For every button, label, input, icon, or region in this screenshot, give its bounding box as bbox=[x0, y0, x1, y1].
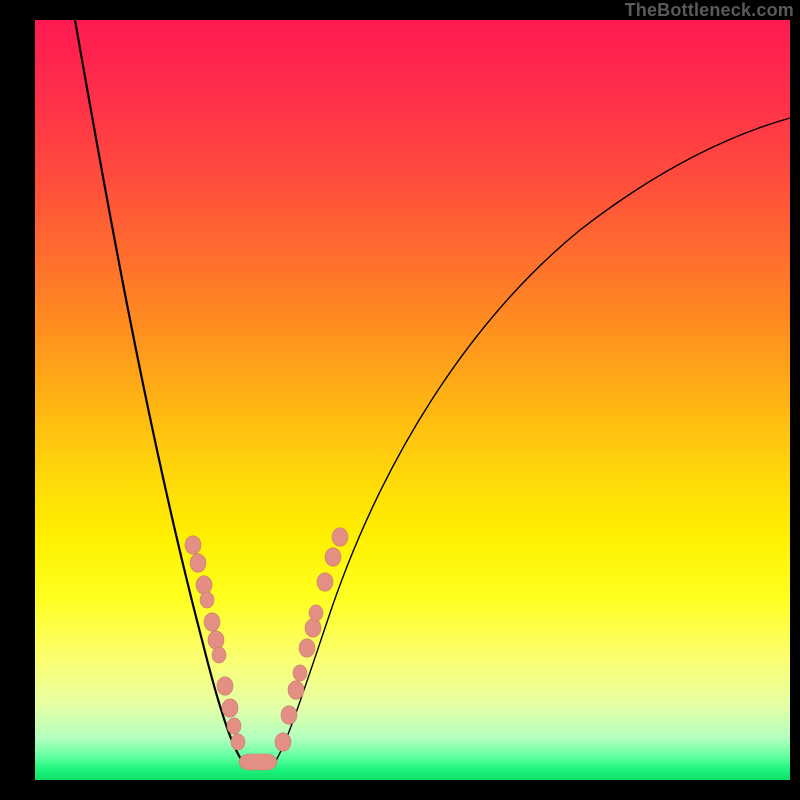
marker-dot bbox=[212, 647, 226, 663]
marker-dot bbox=[305, 619, 321, 637]
marker-pill bbox=[239, 754, 277, 770]
marker-group bbox=[185, 528, 348, 770]
marker-dot bbox=[196, 576, 212, 594]
marker-dot bbox=[275, 733, 291, 751]
marker-dot bbox=[200, 592, 214, 608]
marker-dot bbox=[281, 706, 297, 724]
curve-right bbox=[275, 118, 790, 762]
marker-dot bbox=[288, 681, 304, 699]
marker-dot bbox=[231, 734, 245, 750]
watermark: TheBottleneck.com bbox=[625, 0, 794, 21]
marker-dot bbox=[227, 718, 241, 734]
marker-dot bbox=[222, 699, 238, 717]
marker-dot bbox=[309, 605, 323, 621]
marker-dot bbox=[332, 528, 348, 546]
marker-dot bbox=[317, 573, 333, 591]
marker-dot bbox=[190, 554, 206, 572]
curve-layer bbox=[35, 20, 790, 780]
marker-dot bbox=[299, 639, 315, 657]
marker-dot bbox=[293, 665, 307, 681]
marker-dot bbox=[217, 677, 233, 695]
marker-dot bbox=[325, 548, 341, 566]
marker-dot bbox=[208, 631, 224, 649]
marker-dot bbox=[204, 613, 220, 631]
plot-area bbox=[35, 20, 790, 780]
marker-dot bbox=[185, 536, 201, 554]
